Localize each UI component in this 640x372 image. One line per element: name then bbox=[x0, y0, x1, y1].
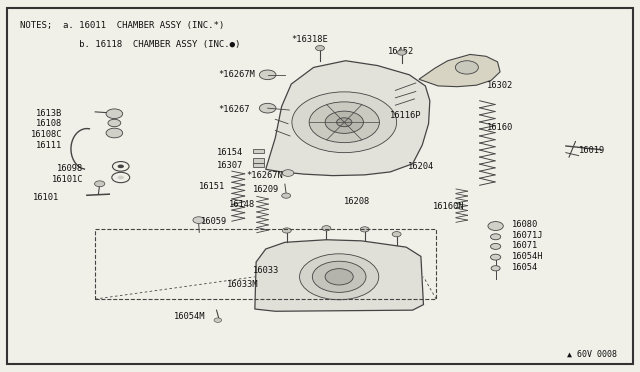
Circle shape bbox=[95, 181, 105, 187]
Circle shape bbox=[312, 261, 366, 292]
Text: ▲ 60V 0008: ▲ 60V 0008 bbox=[567, 349, 617, 358]
Circle shape bbox=[106, 128, 123, 138]
Circle shape bbox=[490, 234, 500, 240]
Text: 16101C: 16101C bbox=[52, 175, 83, 184]
Text: 16080: 16080 bbox=[511, 221, 538, 230]
Text: 16019: 16019 bbox=[579, 145, 605, 154]
Text: 16054M: 16054M bbox=[174, 312, 206, 321]
Text: 16033M: 16033M bbox=[227, 280, 259, 289]
Circle shape bbox=[108, 119, 121, 127]
Text: 16116P: 16116P bbox=[390, 111, 422, 120]
Text: 16148: 16148 bbox=[229, 200, 255, 209]
Bar bbox=[95, 229, 436, 299]
Circle shape bbox=[316, 45, 324, 51]
Circle shape bbox=[309, 102, 380, 142]
Circle shape bbox=[360, 227, 369, 232]
Text: *16267N: *16267N bbox=[246, 171, 284, 180]
Text: 16108C: 16108C bbox=[31, 130, 63, 140]
Circle shape bbox=[193, 217, 204, 224]
Circle shape bbox=[491, 266, 500, 271]
Text: *16318E: *16318E bbox=[291, 35, 328, 44]
Bar bbox=[253, 163, 264, 167]
Bar bbox=[253, 148, 264, 153]
Text: 16059: 16059 bbox=[200, 217, 227, 226]
Text: b. 16118  CHAMBER ASSY (INC.●): b. 16118 CHAMBER ASSY (INC.●) bbox=[20, 39, 240, 49]
Circle shape bbox=[106, 109, 123, 119]
Text: 16151: 16151 bbox=[198, 182, 225, 190]
Text: 16111: 16111 bbox=[36, 141, 62, 151]
Circle shape bbox=[322, 226, 331, 231]
Polygon shape bbox=[255, 240, 424, 311]
Circle shape bbox=[325, 269, 353, 285]
Circle shape bbox=[118, 164, 124, 168]
Text: 16208: 16208 bbox=[344, 198, 370, 206]
Text: 1613B: 1613B bbox=[36, 109, 62, 118]
Text: 16071: 16071 bbox=[511, 241, 538, 250]
Text: 16307: 16307 bbox=[216, 161, 243, 170]
Circle shape bbox=[118, 176, 124, 179]
Circle shape bbox=[488, 222, 503, 231]
Text: *16267M: *16267M bbox=[218, 70, 255, 79]
Circle shape bbox=[397, 50, 406, 55]
Text: 16054H: 16054H bbox=[511, 252, 543, 261]
Text: 16154: 16154 bbox=[216, 148, 243, 157]
Polygon shape bbox=[419, 54, 500, 87]
Text: 16209: 16209 bbox=[253, 185, 279, 194]
Circle shape bbox=[282, 193, 291, 198]
Text: 16098: 16098 bbox=[57, 164, 83, 173]
Circle shape bbox=[490, 243, 500, 249]
Circle shape bbox=[456, 61, 478, 74]
Text: 16101: 16101 bbox=[33, 193, 59, 202]
Circle shape bbox=[259, 70, 276, 80]
Circle shape bbox=[282, 170, 294, 176]
Circle shape bbox=[325, 111, 364, 134]
Bar bbox=[253, 158, 264, 163]
Text: *16267: *16267 bbox=[218, 105, 250, 114]
Text: 16071J: 16071J bbox=[511, 231, 543, 240]
Circle shape bbox=[282, 228, 291, 233]
Polygon shape bbox=[266, 61, 430, 176]
Text: 16452: 16452 bbox=[388, 47, 415, 56]
Circle shape bbox=[392, 232, 401, 237]
Text: 16302: 16302 bbox=[487, 81, 513, 90]
Circle shape bbox=[300, 254, 379, 300]
Text: 16160N: 16160N bbox=[433, 202, 465, 211]
Text: 16033: 16033 bbox=[253, 266, 279, 275]
Text: 16054: 16054 bbox=[511, 263, 538, 272]
Circle shape bbox=[292, 92, 397, 153]
Circle shape bbox=[337, 118, 352, 127]
Circle shape bbox=[259, 103, 276, 113]
Text: 16108: 16108 bbox=[36, 119, 62, 128]
Text: 16204: 16204 bbox=[408, 162, 435, 171]
Circle shape bbox=[214, 318, 221, 323]
Text: 16160: 16160 bbox=[487, 123, 513, 132]
Circle shape bbox=[490, 254, 500, 260]
Text: NOTES;  a. 16011  CHAMBER ASSY (INC.*): NOTES; a. 16011 CHAMBER ASSY (INC.*) bbox=[20, 21, 224, 30]
